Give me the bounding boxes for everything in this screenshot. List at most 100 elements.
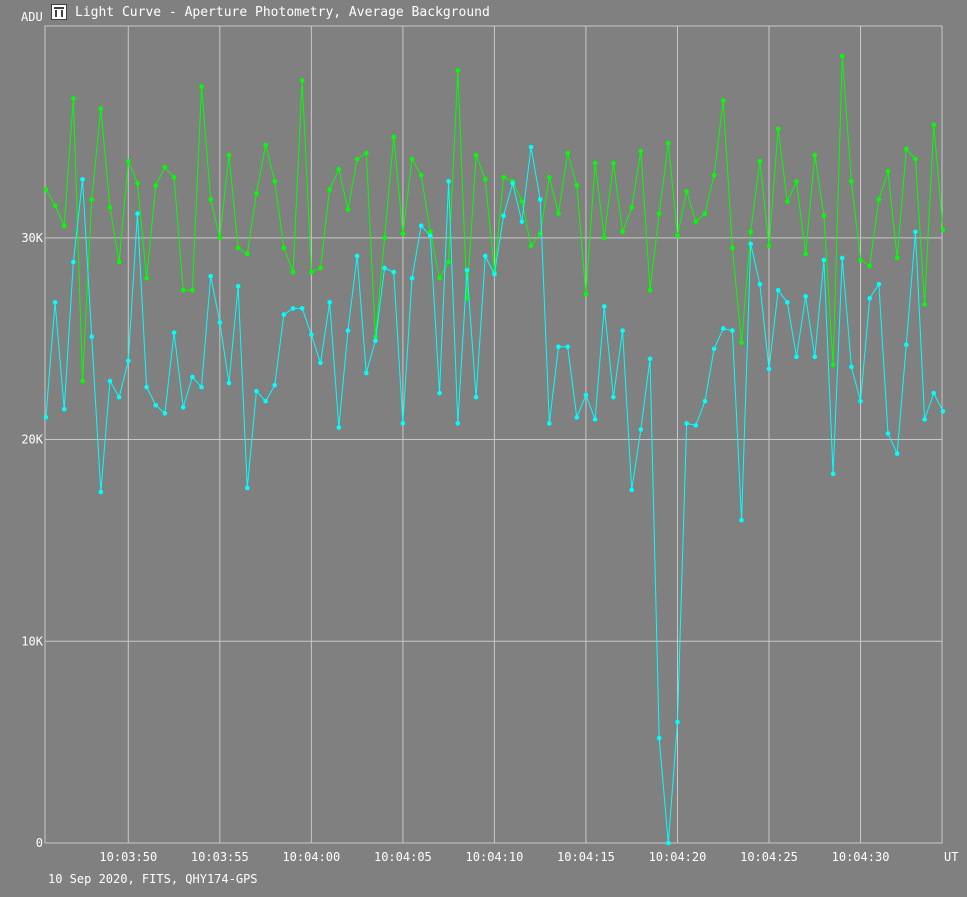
data-point <box>556 344 561 350</box>
data-point <box>876 197 882 202</box>
data-point <box>244 485 250 491</box>
data-point <box>272 179 278 184</box>
data-point <box>647 356 653 362</box>
data-point <box>208 197 213 202</box>
data-point <box>812 354 818 360</box>
data-point <box>775 287 781 293</box>
data-point <box>620 328 625 333</box>
data-point <box>519 219 525 224</box>
data-point <box>739 517 744 523</box>
data-point <box>98 489 104 495</box>
data-point <box>821 213 827 218</box>
data-point <box>61 223 67 229</box>
data-point <box>757 158 763 164</box>
data-point <box>400 231 406 237</box>
x-tick-label: 10:04:25 <box>740 850 798 864</box>
data-point <box>547 174 552 180</box>
y-tick-label: 30K <box>21 231 43 245</box>
data-point <box>281 312 287 317</box>
data-point <box>363 150 369 156</box>
data-point <box>940 227 946 233</box>
data-point <box>199 384 204 390</box>
data-point <box>794 354 799 360</box>
data-point <box>510 181 516 186</box>
data-point <box>116 394 122 400</box>
data-point <box>299 78 305 83</box>
data-point <box>43 187 49 192</box>
data-point <box>922 417 927 422</box>
data-point <box>71 259 76 265</box>
data-point <box>180 287 186 293</box>
light-curve-app-icon <box>51 4 67 20</box>
data-point <box>61 406 67 412</box>
data-point <box>647 287 653 293</box>
data-point <box>858 257 863 263</box>
x-tick-label: 10:04:30 <box>832 850 890 864</box>
data-point <box>858 398 863 404</box>
data-point <box>904 342 909 348</box>
data-point <box>52 203 58 208</box>
data-point <box>89 197 94 202</box>
data-point <box>766 243 772 249</box>
data-point <box>894 255 900 261</box>
data-point <box>373 338 378 343</box>
data-point <box>482 253 488 259</box>
data-point <box>272 382 278 388</box>
data-point <box>501 213 506 218</box>
data-point <box>592 160 598 166</box>
data-point <box>922 302 927 307</box>
data-point <box>153 183 159 188</box>
data-point <box>409 275 415 281</box>
data-point <box>153 402 159 408</box>
data-point <box>473 394 479 400</box>
data-point <box>849 364 854 370</box>
data-point <box>583 291 589 297</box>
data-point <box>876 281 882 287</box>
data-point <box>611 160 616 166</box>
data-point <box>666 840 671 846</box>
data-point <box>226 380 232 386</box>
data-point <box>830 362 836 368</box>
x-tick-label: 10:04:15 <box>557 850 615 864</box>
data-point <box>299 306 305 311</box>
data-point <box>254 388 259 394</box>
data-point <box>574 415 580 420</box>
data-point <box>601 235 607 241</box>
data-point <box>345 207 351 212</box>
data-point <box>382 265 387 271</box>
data-point <box>675 233 680 239</box>
data-point <box>711 172 717 178</box>
data-point <box>418 172 424 178</box>
data-point <box>199 84 204 89</box>
data-point <box>43 415 49 420</box>
data-point <box>711 346 717 352</box>
data-point <box>638 427 644 432</box>
data-point <box>547 421 552 426</box>
data-point <box>52 300 58 305</box>
data-point <box>839 53 845 59</box>
data-point <box>601 304 607 309</box>
data-point <box>71 96 76 101</box>
data-point <box>318 360 323 366</box>
data-point <box>830 471 836 477</box>
data-point <box>125 158 131 164</box>
data-point <box>281 245 287 251</box>
window-title: Light Curve - Aperture Photometry, Avera… <box>75 4 490 20</box>
data-point <box>730 328 735 333</box>
data-point <box>629 487 635 493</box>
data-point <box>574 183 580 188</box>
data-point <box>501 174 506 180</box>
data-point <box>254 191 259 196</box>
data-point <box>345 328 351 333</box>
data-point <box>775 126 781 132</box>
data-point <box>565 344 570 350</box>
x-tick-label: 10:03:50 <box>99 850 157 864</box>
x-axis-label: UT <box>944 850 958 864</box>
data-point <box>656 735 662 741</box>
data-point <box>428 233 433 239</box>
data-point <box>391 134 397 140</box>
data-point <box>556 211 561 216</box>
data-point <box>693 219 699 224</box>
data-point <box>428 229 433 235</box>
x-tick-label: 10:04:05 <box>374 850 432 864</box>
